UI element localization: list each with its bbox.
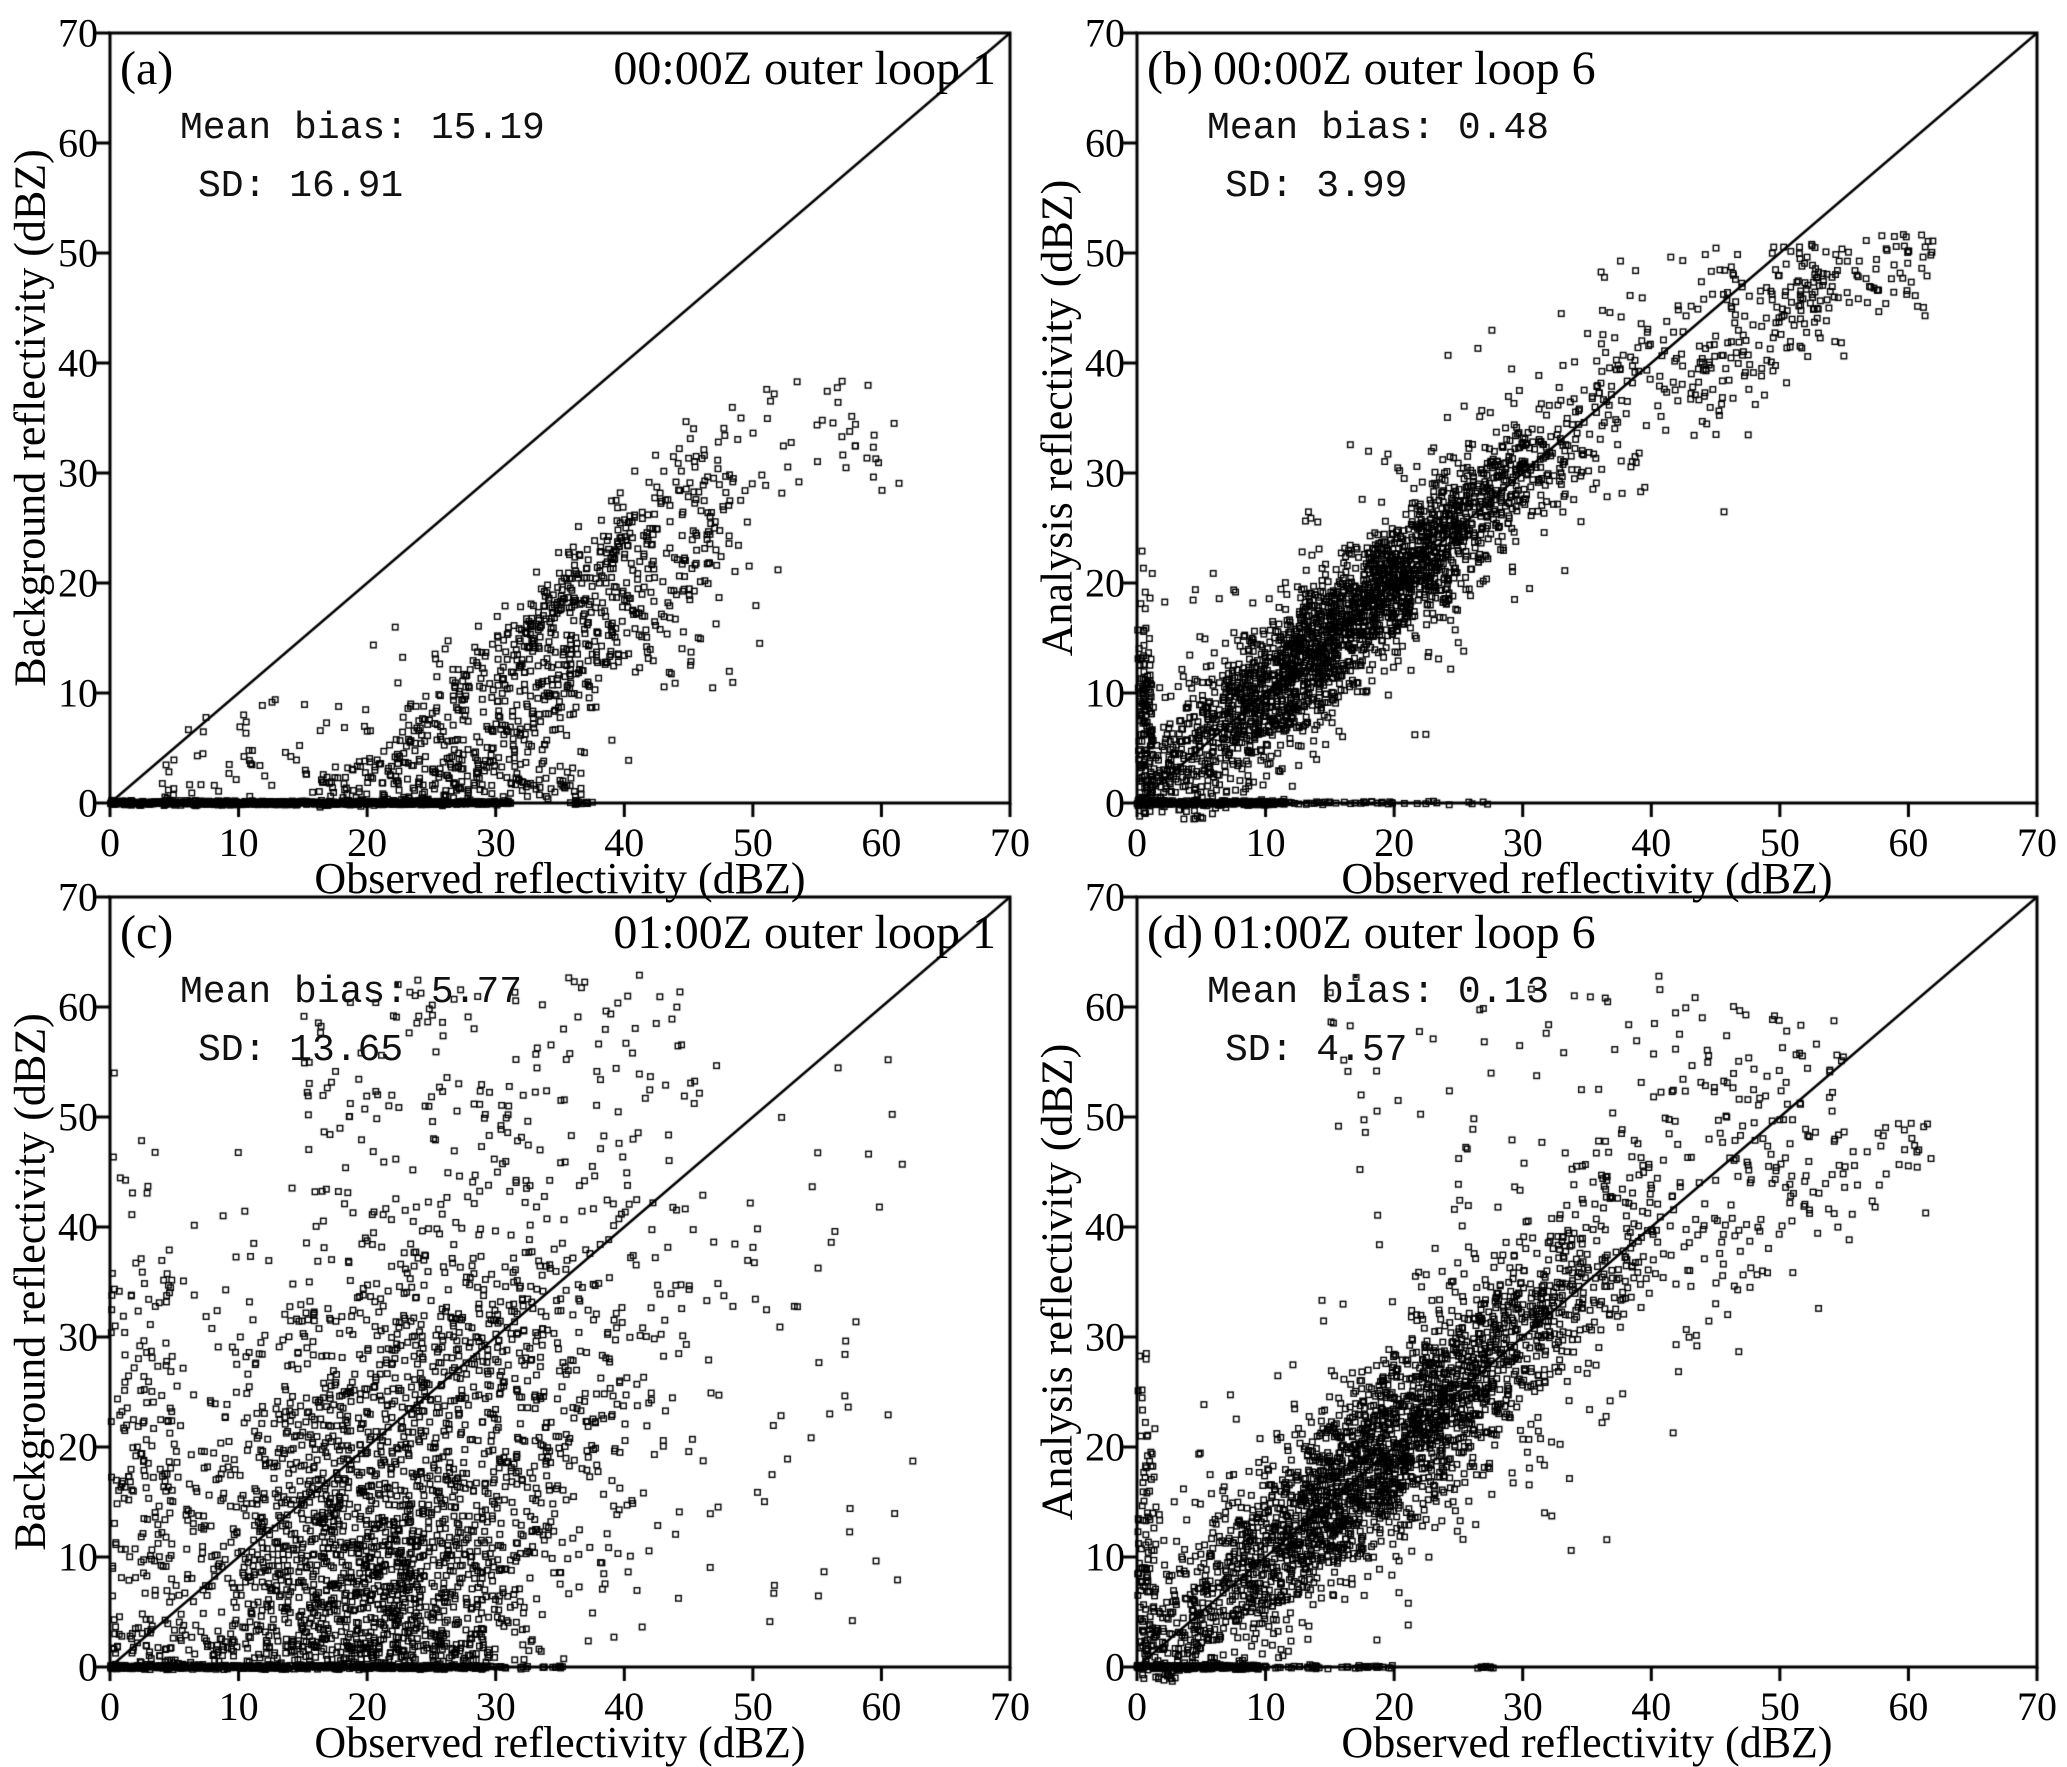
panel-d-letter: (d) — [1147, 906, 1203, 959]
x-tick-label: 30 — [1502, 1684, 1543, 1729]
x-tick-label: 40 — [604, 820, 645, 865]
y-tick-label: 40 — [58, 1204, 98, 1250]
y-tick-label: 40 — [1085, 340, 1125, 386]
panel-a-letter: (a) — [120, 42, 174, 95]
y-tick-label: 40 — [58, 340, 98, 386]
y-tick-label: 60 — [58, 120, 98, 166]
panel-d-x-axis-title: Observed reflectivity (dBZ) — [1341, 1718, 1833, 1767]
y-tick-label: 50 — [58, 1094, 98, 1140]
y-tick-label: 20 — [58, 1424, 98, 1470]
y-tick-label: 20 — [58, 560, 98, 606]
panel-b: (b) 00:00Z outer loop 6 Mean bias: 0.48 … — [1033, 11, 2058, 904]
y-tick-label: 30 — [1085, 1314, 1125, 1360]
y-tick-label: 30 — [58, 1314, 98, 1360]
x-tick-label: 70 — [2017, 1684, 2057, 1729]
x-tick-label: 60 — [1888, 820, 1929, 865]
x-tick-label: 30 — [475, 820, 516, 865]
x-tick-label: 40 — [1631, 1684, 1672, 1729]
panel-d-mean-bias: Mean bias: 0.13 — [1207, 971, 1550, 1014]
x-tick-label: 10 — [218, 820, 259, 865]
y-tick-label: 10 — [1085, 1534, 1125, 1580]
y-tick-label: 0 — [1105, 1644, 1125, 1690]
x-tick-label: 70 — [990, 1684, 1030, 1729]
x-tick-label: 40 — [1631, 820, 1672, 865]
y-tick-label: 10 — [58, 670, 98, 716]
panel-c: (c) 01:00Z outer loop 1 Mean bias: 5.77 … — [6, 875, 1031, 1767]
x-tick-label: 0 — [1127, 820, 1147, 865]
y-tick-label: 70 — [1085, 10, 1125, 56]
y-tick-label: 60 — [1085, 984, 1125, 1030]
panel-a-x-axis-title: Observed reflectivity (dBZ) — [314, 854, 806, 903]
y-tick-label: 60 — [58, 984, 98, 1030]
x-tick-label: 30 — [475, 1684, 516, 1729]
x-tick-label: 0 — [100, 1684, 120, 1729]
panel-c-sd: SD: 13.65 — [198, 1029, 404, 1072]
y-tick-label: 70 — [58, 10, 98, 56]
x-tick-label: 40 — [604, 1684, 645, 1729]
panel-c-title: 01:00Z outer loop 1 — [613, 906, 996, 959]
panel-c-mean-bias: Mean bias: 5.77 — [180, 971, 523, 1014]
y-tick-label: 30 — [58, 450, 98, 496]
panel-a-mean-bias: Mean bias: 15.19 — [180, 107, 545, 150]
x-tick-label: 30 — [1502, 820, 1543, 865]
x-tick-label: 0 — [1127, 1684, 1147, 1729]
x-tick-label: 50 — [732, 1684, 773, 1729]
panel-d: (d) 01:00Z outer loop 6 Mean bias: 0.13 … — [1033, 875, 2058, 1767]
x-tick-label: 10 — [218, 1684, 259, 1729]
panel-b-sd: SD: 3.99 — [1225, 165, 1408, 208]
x-tick-label: 60 — [861, 820, 902, 865]
x-tick-label: 60 — [861, 1684, 902, 1729]
panel-a-sd: SD: 16.91 — [198, 165, 404, 208]
panel-b-title: 00:00Z outer loop 6 — [1213, 42, 1596, 95]
panel-b-mean-bias: Mean bias: 0.48 — [1207, 107, 1550, 150]
y-tick-label: 50 — [58, 230, 98, 276]
y-tick-label: 50 — [1085, 230, 1125, 276]
x-tick-label: 70 — [990, 820, 1030, 865]
y-tick-label: 50 — [1085, 1094, 1125, 1140]
y-tick-label: 0 — [1105, 780, 1125, 826]
x-tick-label: 60 — [1888, 1684, 1929, 1729]
y-tick-label: 70 — [1085, 874, 1125, 920]
x-tick-label: 20 — [1374, 820, 1415, 865]
y-tick-label: 40 — [1085, 1204, 1125, 1250]
x-tick-label: 20 — [347, 1684, 388, 1729]
x-tick-label: 0 — [100, 820, 120, 865]
x-tick-label: 70 — [2017, 820, 2057, 865]
panel-b-x-axis-title: Observed reflectivity (dBZ) — [1341, 854, 1833, 903]
x-tick-label: 20 — [1374, 1684, 1415, 1729]
y-tick-label: 70 — [58, 874, 98, 920]
y-tick-label: 20 — [1085, 1424, 1125, 1470]
y-tick-label: 30 — [1085, 450, 1125, 496]
y-tick-label: 0 — [78, 780, 98, 826]
x-tick-label: 50 — [1759, 820, 1800, 865]
y-tick-label: 10 — [1085, 670, 1125, 716]
x-tick-label: 50 — [732, 820, 773, 865]
x-tick-label: 50 — [1759, 1684, 1800, 1729]
x-tick-label: 10 — [1245, 820, 1286, 865]
x-tick-label: 10 — [1245, 1684, 1286, 1729]
x-tick-label: 20 — [347, 820, 388, 865]
panel-d-title: 01:00Z outer loop 6 — [1213, 906, 1596, 959]
panel-a-title: 00:00Z outer loop 1 — [613, 42, 996, 95]
y-tick-label: 10 — [58, 1534, 98, 1580]
panel-c-letter: (c) — [120, 906, 174, 959]
y-tick-label: 20 — [1085, 560, 1125, 606]
y-tick-label: 60 — [1085, 120, 1125, 166]
y-tick-label: 0 — [78, 1644, 98, 1690]
panel-c-x-axis-title: Observed reflectivity (dBZ) — [314, 1718, 806, 1767]
panel-b-letter: (b) — [1147, 42, 1203, 95]
panel-d-sd: SD: 4.57 — [1225, 1029, 1408, 1072]
panel-a: (a) 00:00Z outer loop 1 Mean bias: 15.19… — [6, 11, 1031, 904]
